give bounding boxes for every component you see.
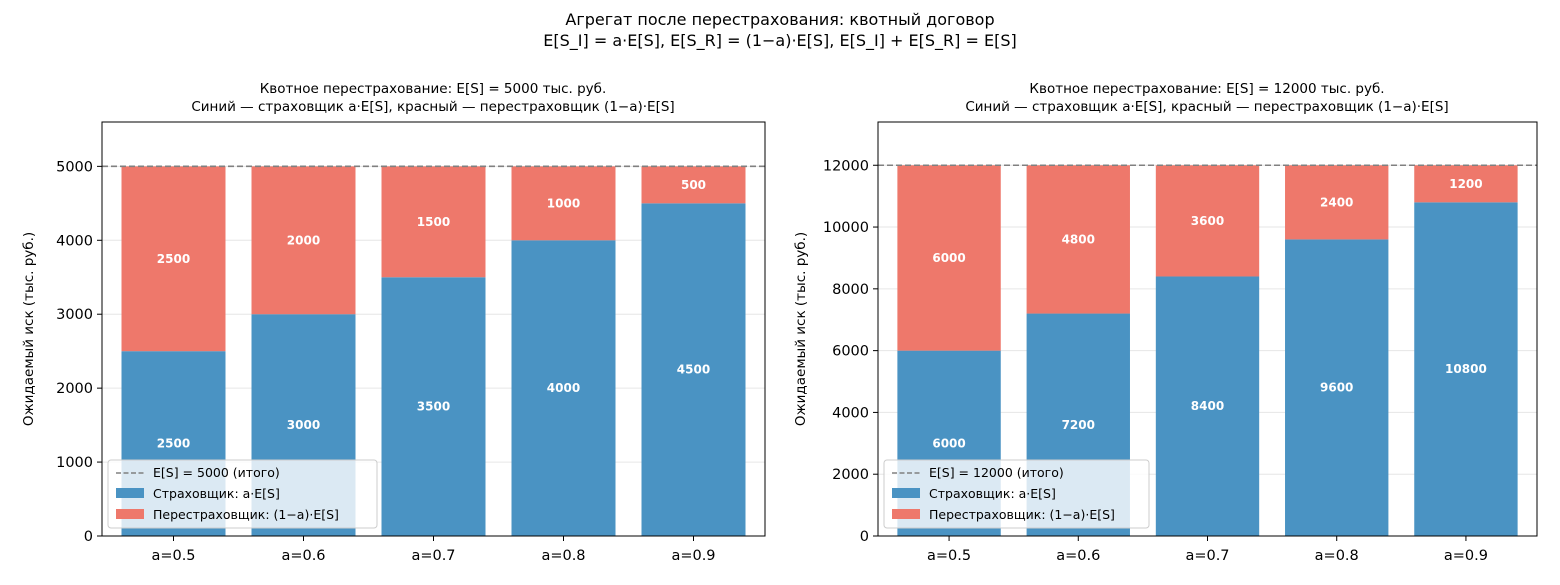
y-tick-label: 8000 [832,282,869,298]
y-tick-label: 2000 [56,381,93,397]
x-tick-label: a=0.8 [1315,548,1359,564]
chart-left: Квотное перестрахование: E[S] = 5000 тыс… [21,81,766,564]
bar-reinsurer [511,166,616,241]
bar-label-insurer: 7200 [1062,418,1095,432]
legend-label-reinsurer: Перестраховщик: (1−a)·E[S] [153,507,339,522]
x-tick-label: a=0.5 [151,548,195,564]
y-axis-label: Ожидаемый иск (тыс. руб.) [21,232,37,426]
y-tick-label: 12000 [823,158,869,174]
legend-box [883,459,1150,529]
y-tick-label: 4000 [832,405,869,421]
y-tick-label: 0 [860,529,869,545]
y-tick-label: 5000 [56,159,93,175]
legend-swatch-insurer [116,488,144,498]
y-tick-label: 10000 [823,220,869,236]
x-tick-label: a=0.5 [927,548,971,564]
legend-label-insurer: Страховщик: a·E[S] [929,486,1056,501]
figure-formula: E[S_I] = a·E[S], E[S_R] = (1−a)·E[S], E[… [543,31,1017,50]
chart-subtitle: Синий — страховщик a·E[S], красный — пер… [965,99,1448,115]
bar-label-insurer: 4000 [547,381,580,395]
x-tick-label: a=0.6 [1056,548,1100,564]
x-tick-label: a=0.9 [1444,548,1488,564]
bar-reinsurer [1155,165,1260,277]
bar-reinsurer [1026,165,1130,314]
y-tick-label: 1000 [56,455,93,471]
bar-label-reinsurer: 2500 [157,252,190,266]
y-tick-label: 6000 [832,344,869,360]
x-tick-label: a=0.6 [281,548,325,564]
bar-insurer [1155,276,1260,536]
bar-label-reinsurer: 3600 [1191,214,1224,228]
bar-insurer [381,277,486,536]
x-tick-label: a=0.9 [671,548,715,564]
bar-label-reinsurer: 1000 [547,196,580,210]
chart-title: Квотное перестрахование: E[S] = 5000 тыс… [260,81,607,97]
bar-label-insurer: 4500 [677,363,710,377]
chart-right: Квотное перестрахование: E[S] = 12000 ты… [793,81,1538,564]
chart-title: Квотное перестрахование: E[S] = 12000 ты… [1029,81,1384,97]
bar-reinsurer [641,166,746,204]
legend: E[S] = 5000 (итого) Страховщик: a·E[S] Пер… [107,459,378,529]
bar-reinsurer [1414,165,1518,203]
bar-reinsurer [121,166,226,352]
legend: E[S] = 12000 (итого) Страховщик: a·E[S] Пе… [883,459,1150,529]
bar-label-insurer: 10800 [1445,362,1487,376]
bar-insurer [1414,202,1518,536]
bar-label-insurer: 9600 [1320,381,1353,395]
bar-label-reinsurer: 4800 [1062,232,1095,246]
bar-reinsurer [897,165,1001,351]
y-tick-label: 3000 [56,307,93,323]
x-tick-label: a=0.7 [411,548,455,564]
legend-label-total: E[S] = 12000 (итого) [929,465,1064,480]
bar-label-insurer: 6000 [932,436,965,450]
x-tick-label: a=0.7 [1185,548,1229,564]
bar-label-reinsurer: 1200 [1449,177,1482,191]
bar-label-reinsurer: 2000 [287,233,320,247]
legend-label-insurer: Страховщик: a·E[S] [153,486,280,501]
legend-swatch-reinsurer [892,509,920,519]
bar-reinsurer [381,166,486,278]
x-tick-label: a=0.8 [541,548,585,564]
bar-label-insurer: 3000 [287,418,320,432]
figure-suptitle: Агрегат после перестрахования: квотный д… [565,10,995,29]
legend-box [107,459,378,529]
chart-subtitle: Синий — страховщик a·E[S], красный — пер… [191,99,674,115]
bar-reinsurer [1285,165,1389,240]
y-tick-label: 4000 [56,233,93,249]
bar-label-reinsurer: 500 [681,178,706,192]
y-tick-label: 0 [84,529,93,545]
bar-insurer [641,203,746,537]
y-tick-label: 2000 [832,467,869,483]
legend-label-reinsurer: Перестраховщик: (1−a)·E[S] [929,507,1115,522]
bar-label-reinsurer: 2400 [1320,195,1353,209]
bar-insurer [511,240,616,537]
legend-swatch-insurer [892,488,920,498]
plot-frame [877,121,1538,537]
bar-label-reinsurer: 1500 [417,215,450,229]
y-axis-label: Ожидаемый иск (тыс. руб.) [793,232,809,426]
bar-label-insurer: 8400 [1191,399,1224,413]
bar-label-insurer: 2500 [157,437,190,451]
bar-label-reinsurer: 6000 [932,251,965,265]
bar-reinsurer [251,166,356,315]
bar-insurer [1285,239,1389,536]
bar-label-insurer: 3500 [417,400,450,414]
legend-label-total: E[S] = 5000 (итого) [153,465,280,480]
plot-frame [101,121,766,537]
legend-swatch-reinsurer [116,509,144,519]
